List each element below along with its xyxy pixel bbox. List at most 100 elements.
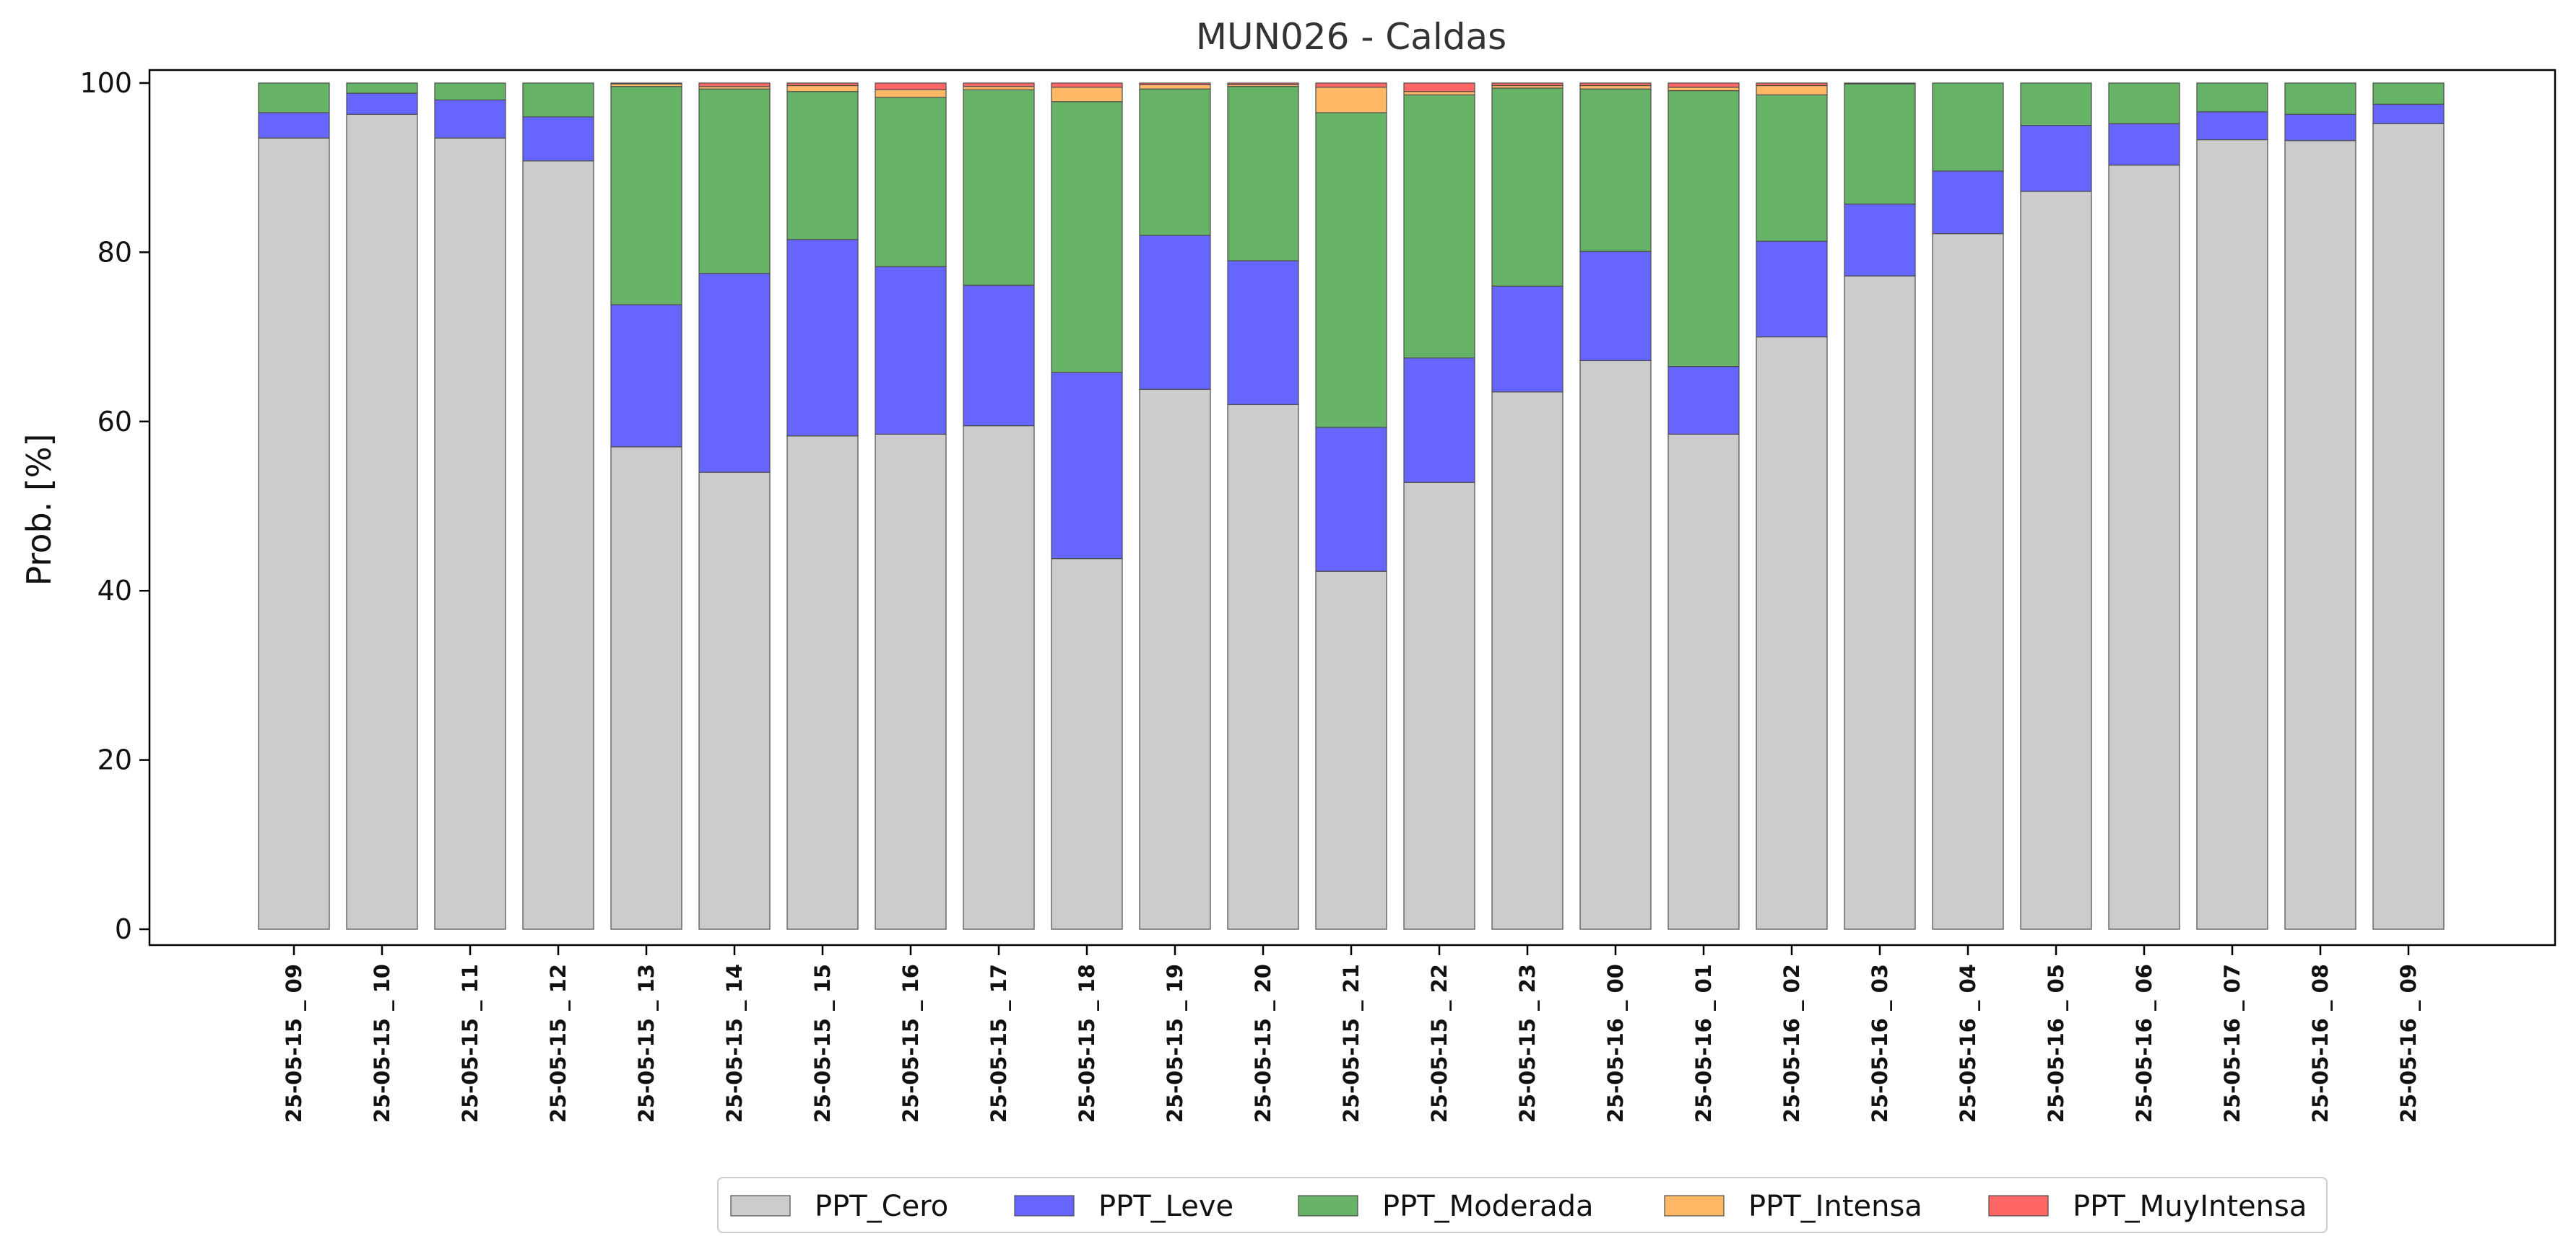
bar-ppt-moderada-19	[1932, 82, 2004, 172]
x-tick-label-3: 25-05-15 _ 12	[546, 964, 571, 1123]
bar-ppt-cero-0	[258, 137, 330, 930]
x-tick-label-18: 25-05-16 _ 03	[1868, 964, 1892, 1123]
bar-ppt-intensa-9	[1051, 87, 1123, 103]
x-tick-label-23: 25-05-16 _ 08	[2308, 964, 2333, 1123]
bar-ppt-cero-4	[610, 446, 682, 930]
x-tick-label-9: 25-05-15 _ 18	[1075, 964, 1099, 1123]
x-tick-label-6: 25-05-15 _ 15	[810, 964, 835, 1123]
bar-ppt-muyintensa-7	[875, 82, 947, 90]
bar-ppt-moderada-20	[2020, 82, 2092, 126]
legend-label-ppt-leve: PPT_Leve	[1098, 1190, 1233, 1223]
y-tick-label-40: 40	[97, 575, 132, 606]
bar-ppt-intensa-10	[1139, 84, 1211, 90]
bar-ppt-moderada-4	[610, 86, 682, 305]
bar-ppt-moderada-14	[1491, 87, 1564, 287]
bar-ppt-muyintensa-11	[1227, 82, 1299, 85]
bar-ppt-leve-24	[2372, 103, 2445, 124]
bar-ppt-leve-5	[698, 273, 771, 473]
bar-ppt-cero-5	[698, 471, 771, 930]
bar-ppt-moderada-17	[1756, 94, 1828, 242]
bar-ppt-leve-17	[1756, 240, 1828, 338]
bar-ppt-muyintensa-10	[1139, 82, 1211, 85]
bar-ppt-intensa-12	[1315, 87, 1387, 113]
bar-ppt-cero-16	[1668, 433, 1740, 930]
bar-ppt-leve-12	[1315, 427, 1387, 572]
legend-frame	[717, 1177, 2328, 1233]
legend-swatch-ppt-intensa	[1664, 1195, 1725, 1217]
x-tick-label-11: 25-05-15 _ 20	[1251, 964, 1275, 1123]
legend-label-ppt-moderada: PPT_Moderada	[1382, 1190, 1594, 1223]
bar-ppt-cero-2	[434, 137, 506, 930]
x-tick-label-4: 25-05-15 _ 13	[634, 964, 659, 1123]
bar-ppt-leve-2	[434, 99, 506, 139]
y-axis: 0 20 40 60 80 100	[79, 67, 149, 945]
x-tick-label-7: 25-05-15 _ 16	[898, 964, 923, 1123]
x-tick-label-5: 25-05-15 _ 14	[722, 964, 747, 1123]
legend-label-ppt-cero: PPT_Cero	[815, 1190, 948, 1223]
bar-ppt-cero-9	[1051, 558, 1123, 930]
bar-ppt-cero-6	[786, 435, 859, 930]
y-tick-label-20: 20	[97, 744, 132, 776]
bar-ppt-leve-8	[963, 284, 1035, 427]
bar-ppt-moderada-24	[2372, 82, 2445, 105]
x-tick-label-12: 25-05-15 _ 21	[1339, 964, 1363, 1123]
legend-swatch-ppt-leve	[1014, 1195, 1075, 1217]
bar-ppt-cero-11	[1227, 404, 1299, 930]
bar-ppt-moderada-6	[786, 91, 859, 240]
bar-ppt-moderada-22	[2196, 82, 2268, 113]
x-tick-label-13: 25-05-15 _ 22	[1427, 964, 1452, 1123]
bar-ppt-muyintensa-12	[1315, 82, 1387, 88]
legend-swatch-ppt-muyintensa	[1988, 1195, 2049, 1217]
x-tick-label-2: 25-05-15 _ 11	[458, 964, 482, 1123]
bar-ppt-moderada-13	[1403, 94, 1475, 359]
legend-label-ppt-intensa: PPT_Intensa	[1748, 1190, 1922, 1223]
bar-ppt-intensa-7	[875, 89, 947, 98]
x-tick-label-1: 25-05-15 _ 10	[370, 964, 394, 1123]
bar-ppt-cero-3	[522, 160, 594, 930]
y-tick-label-100: 100	[79, 67, 132, 99]
legend-swatch-ppt-cero	[730, 1195, 791, 1217]
bar-ppt-leve-7	[875, 266, 947, 435]
x-tick-label-10: 25-05-15 _ 19	[1163, 964, 1187, 1123]
bar-ppt-leve-6	[786, 239, 859, 437]
bar-ppt-cero-7	[875, 433, 947, 930]
bar-ppt-intensa-16	[1668, 87, 1740, 92]
bar-ppt-intensa-6	[786, 84, 859, 92]
bar-ppt-leve-11	[1227, 260, 1299, 405]
bar-ppt-moderada-12	[1315, 112, 1387, 428]
bar-ppt-leve-3	[522, 116, 594, 162]
bar-ppt-leve-18	[1844, 203, 1916, 277]
bar-ppt-moderada-1	[346, 82, 418, 94]
bar-ppt-moderada-7	[875, 97, 947, 267]
bar-ppt-cero-21	[2108, 165, 2180, 930]
bar-ppt-leve-9	[1051, 372, 1123, 560]
bar-ppt-cero-22	[2196, 139, 2268, 930]
y-tick-label-60: 60	[97, 406, 132, 438]
bar-ppt-moderada-23	[2284, 82, 2356, 115]
bar-ppt-muyintensa-17	[1756, 82, 1828, 87]
y-axis-label: Prob. [%]	[19, 433, 58, 586]
x-axis: 25-05-15 _ 09 25-05-15 _ 10 25-05-15 _ 11 2…	[282, 945, 2421, 1123]
bar-ppt-moderada-18	[1844, 83, 1916, 205]
x-tick-label-16: 25-05-16 _ 01	[1691, 964, 1716, 1123]
bar-ppt-muyintensa-15	[1579, 82, 1652, 87]
bar-ppt-muyintensa-5	[698, 82, 771, 87]
bar-ppt-cero-10	[1139, 388, 1211, 930]
bar-ppt-leve-16	[1668, 366, 1740, 435]
bar-ppt-moderada-8	[963, 89, 1035, 286]
bar-ppt-cero-13	[1403, 482, 1475, 930]
bar-ppt-leve-4	[610, 304, 682, 448]
legend-swatch-ppt-moderada	[1298, 1195, 1358, 1217]
bar-ppt-muyintensa-8	[963, 82, 1035, 87]
bar-ppt-cero-12	[1315, 570, 1387, 930]
x-tick-label-15: 25-05-16 _ 00	[1603, 964, 1628, 1123]
bar-ppt-intensa-13	[1403, 91, 1475, 96]
bars-layer	[258, 82, 2445, 930]
bar-ppt-moderada-5	[698, 88, 771, 274]
bar-ppt-cero-20	[2020, 191, 2092, 930]
x-tick-label-21: 25-05-16 _ 06	[2132, 964, 2156, 1123]
bar-ppt-intensa-15	[1579, 84, 1652, 90]
bar-ppt-moderada-3	[522, 82, 594, 118]
x-tick-label-24: 25-05-16 _ 09	[2396, 964, 2421, 1123]
